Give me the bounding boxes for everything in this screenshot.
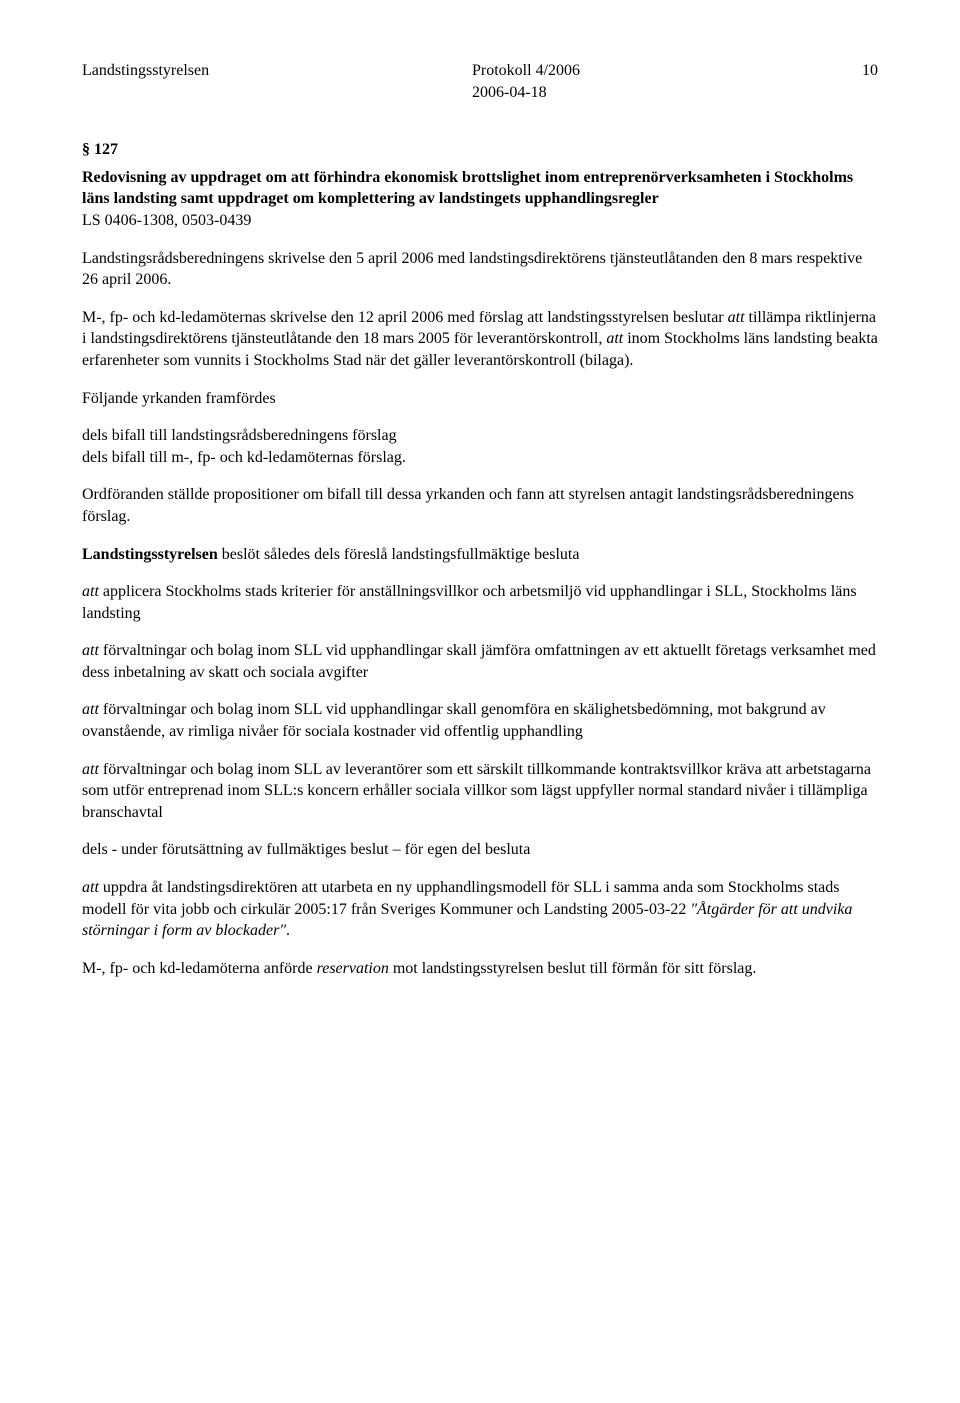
p2-att-1: att (728, 309, 745, 326)
p12-period: . (286, 922, 290, 939)
p6-rest: beslöt således dels föreslå landstingsfu… (218, 546, 580, 563)
section-heading: § 127 (82, 139, 878, 161)
header-center: Protokoll 4/2006 2006-04-18 (472, 60, 862, 103)
paragraph-6: Landstingsstyrelsen beslöt således dels … (82, 544, 878, 566)
paragraph-4b: dels bifall till m-, fp- och kd-ledamöte… (82, 447, 878, 469)
p2-att-2: att (606, 330, 623, 347)
header-date: 2006-04-18 (472, 82, 862, 104)
paragraph-8: att förvaltningar och bolag inom SLL vid… (82, 640, 878, 683)
p2-text-a: M-, fp- och kd-ledamöternas skrivelse de… (82, 309, 728, 326)
section-number: § 127 (82, 141, 118, 158)
paragraph-1: Landstingsrådsberedningens skrivelse den… (82, 248, 878, 291)
p8-body: förvaltningar och bolag inom SLL vid upp… (82, 642, 876, 681)
p13-c: mot landstingsstyrelsen beslut till förm… (389, 960, 757, 977)
paragraph-13: M-, fp- och kd-ledamöterna anförde reser… (82, 958, 878, 980)
p10-att: att (82, 761, 99, 778)
p9-att: att (82, 701, 99, 718)
paragraph-3: Följande yrkanden framfördes (82, 388, 878, 410)
p7-att: att (82, 583, 99, 600)
p8-att: att (82, 642, 99, 659)
header-protocol: Protokoll 4/2006 (472, 60, 862, 82)
header-org: Landstingsstyrelsen (82, 60, 472, 103)
paragraph-7: att applicera Stockholms stads kriterier… (82, 581, 878, 624)
section-title: Redovisning av uppdraget om att förhindr… (82, 167, 878, 210)
page-header: Landstingsstyrelsen Protokoll 4/2006 200… (82, 60, 878, 103)
p10-body: förvaltningar och bolag inom SLL av leve… (82, 761, 871, 821)
section-reference: LS 0406-1308, 0503-0439 (82, 210, 878, 232)
header-page-number: 10 (862, 60, 878, 103)
paragraph-2: M-, fp- och kd-ledamöternas skrivelse de… (82, 307, 878, 372)
p6-org: Landstingsstyrelsen (82, 546, 218, 563)
p9-body: förvaltningar och bolag inom SLL vid upp… (82, 701, 826, 740)
paragraph-11: dels - under förutsättning av fullmäktig… (82, 839, 878, 861)
paragraph-10: att förvaltningar och bolag inom SLL av … (82, 759, 878, 824)
p13-a: M-, fp- och kd-ledamöterna anförde (82, 960, 317, 977)
paragraph-4a: dels bifall till landstingsrådsberedning… (82, 425, 878, 447)
p12-att: att (82, 879, 99, 896)
p13-reservation: reservation (317, 960, 389, 977)
paragraph-12: att uppdra åt landstingsdirektören att u… (82, 877, 878, 942)
p7-body: applicera Stockholms stads kriterier för… (82, 583, 857, 622)
paragraph-9: att förvaltningar och bolag inom SLL vid… (82, 699, 878, 742)
paragraph-5: Ordföranden ställde propositioner om bif… (82, 484, 878, 527)
